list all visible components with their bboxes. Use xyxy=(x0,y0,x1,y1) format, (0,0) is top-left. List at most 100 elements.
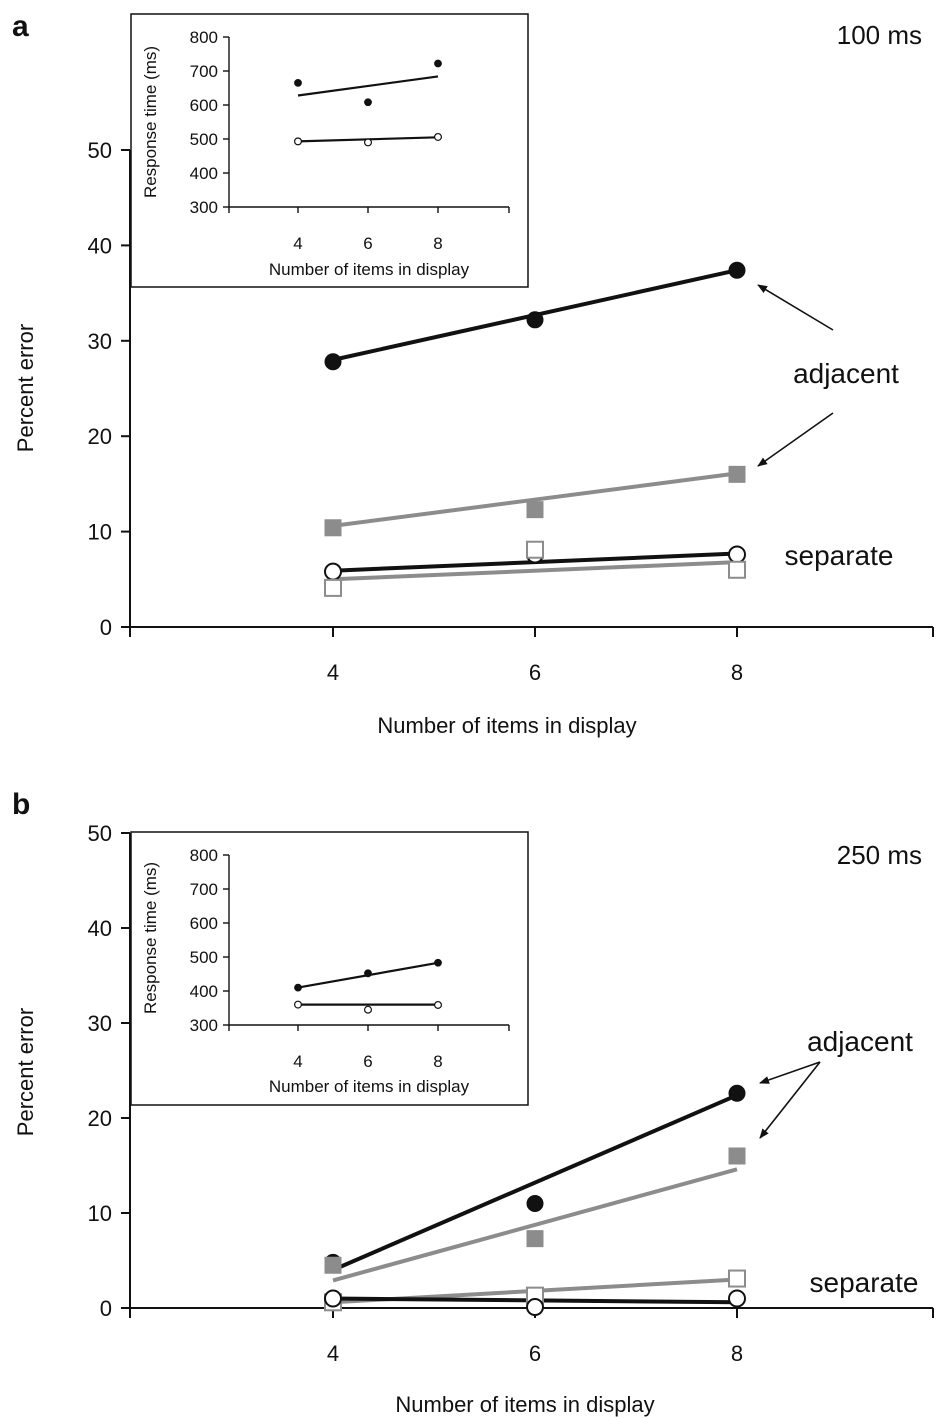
panel-a-series-0-point xyxy=(526,311,544,329)
panel-b-series-2-point xyxy=(728,1269,746,1288)
panel-a-x-tick-label: 6 xyxy=(529,660,541,685)
panel-a-series-0-point xyxy=(728,261,746,279)
panel-a-inset-y-axis-title: Response time (ms) xyxy=(141,46,160,198)
panel-a-inset-y-tick-label: 500 xyxy=(190,130,218,149)
panel-a-series-0-point xyxy=(324,353,342,371)
panel-b-y-tick-label: 30 xyxy=(88,1011,112,1036)
panel-a-series-2-point xyxy=(324,562,342,581)
panel-a-inset-series-0-point xyxy=(434,59,442,68)
panel-b-inset: 300 400 500 600 700 800 4 6 8 Number of items in… xyxy=(130,831,529,1106)
panel-b-separate-label: separate xyxy=(810,1267,919,1298)
panel-b-y-tick-label: 0 xyxy=(100,1296,112,1321)
panel-b-y-tick-label: 20 xyxy=(88,1106,112,1131)
panel-b-condition: 250 ms xyxy=(837,840,922,870)
panel-a-x-tick-label: 4 xyxy=(327,660,339,685)
panel-b-series-0-fit-line xyxy=(332,1093,738,1272)
panel-a-x-axis-title: Number of items in display xyxy=(377,713,636,738)
panel-b-inset-y-tick-label: 500 xyxy=(190,948,218,967)
panel-a-letter: a xyxy=(12,10,29,43)
panel-a-inset-series-0-point xyxy=(364,98,372,107)
panel-b-inset-series-1-point xyxy=(434,1000,443,1009)
panel-b-inset-series-0-point xyxy=(434,958,442,967)
panel-a-series-3-point xyxy=(324,578,342,597)
panel-a-series-3-point xyxy=(526,540,544,559)
panel-b-series-0-point xyxy=(728,1084,746,1102)
panel-b-inset-series-1-point xyxy=(294,1000,303,1009)
panel-a-inset-plot: 300 400 500 600 700 800 4 6 8 xyxy=(190,28,510,253)
panel-a-inset-series-1-point xyxy=(434,132,443,141)
panel-b-inset-plot: 300 400 500 600 700 800 4 6 8 xyxy=(190,846,510,1071)
panel-a-series-1-point xyxy=(728,465,746,483)
panel-a-adjacent-annotation: adjacent xyxy=(757,284,899,467)
panel-a-inset-y-tick-label: 600 xyxy=(190,96,218,115)
panel-a-y-tick-label: 10 xyxy=(88,520,112,545)
panel-a-inset-x-tick-label: 6 xyxy=(363,234,372,253)
panel-a-y-tick-label: 20 xyxy=(88,424,112,449)
panel-b-letter: b xyxy=(12,788,30,821)
panel-b-x-axis-title: Number of items in display xyxy=(395,1392,654,1417)
panel-a-inset: 300 400 500 600 700 800 4 6 8 Number of items in… xyxy=(130,13,529,288)
panel-a-series-3-point xyxy=(728,560,746,579)
panel-a-adjacent-arrow-2 xyxy=(757,412,834,467)
panel-b-x-tick-label: 4 xyxy=(327,1341,339,1366)
panel-b-series-1-point xyxy=(526,1230,544,1248)
panel-b-inset-y-tick-label: 700 xyxy=(190,880,218,899)
panel-a-inset-y-tick-label: 700 xyxy=(190,62,218,81)
panel-a-inset-frame xyxy=(130,13,529,288)
panel-b-series-1-point xyxy=(728,1147,746,1165)
panel-b-inset-frame xyxy=(130,831,529,1106)
panel-a-y-tick-label: 50 xyxy=(88,138,112,163)
panel-a-series-1-point xyxy=(324,519,342,537)
panel-b-series-1-point xyxy=(324,1256,342,1274)
panel-a-series-3-fit-line xyxy=(332,560,738,582)
panel-b-inset-series-1-point xyxy=(364,1005,373,1014)
panel-b-inset-y-tick-label: 600 xyxy=(190,914,218,933)
panel-a-inset-y-tick-label: 400 xyxy=(190,164,218,183)
panel-a-x-tick-label: 8 xyxy=(731,660,743,685)
panel-b-x-tick-label: 6 xyxy=(529,1341,541,1366)
panel-b-inset-y-tick-label: 400 xyxy=(190,982,218,1001)
panel-a-condition: 100 ms xyxy=(837,20,922,50)
panel-b-inset-x-tick-label: 8 xyxy=(433,1052,442,1071)
panel-b-y-tick-label: 10 xyxy=(88,1201,112,1226)
panel-b-inset-y-axis-title: Response time (ms) xyxy=(141,862,160,1014)
panel-a-adjacent-label: adjacent xyxy=(793,358,899,389)
panel-a-inset-x-tick-label: 8 xyxy=(433,234,442,253)
panel-a-inset-y-tick-label: 800 xyxy=(190,28,218,47)
panel-b-y-tick-label: 40 xyxy=(88,916,112,941)
panel-a-y-tick-label: 30 xyxy=(88,329,112,354)
panel-a-separate-label: separate xyxy=(785,540,894,571)
panel-b-adjacent-label: adjacent xyxy=(807,1026,913,1057)
panel-b-y-tick-label: 50 xyxy=(88,821,112,846)
panel-a-inset-y-tick-label: 300 xyxy=(190,198,218,217)
panel-a-inset-x-axis-title: Number of items in display xyxy=(269,260,470,279)
panel-b-inset-y-tick-label: 800 xyxy=(190,846,218,865)
panel-b-adjacent-annotation: adjacent xyxy=(759,1026,913,1139)
panel-a-main-plot: 0 10 20 30 40 50 4 6 8 xyxy=(88,138,934,685)
panel-b-inset-series-0-point xyxy=(294,983,302,992)
panel-a-y-tick-label: 0 xyxy=(100,615,112,640)
panel-b-inset-x-tick-label: 6 xyxy=(363,1052,372,1071)
panel-b-adjacent-arrow-1 xyxy=(759,1061,821,1084)
panel-a-inset-series-1-point xyxy=(364,138,373,147)
panel-b-inset-x-axis-title: Number of items in display xyxy=(269,1077,470,1096)
panel-b-series-0-point xyxy=(526,1195,544,1212)
panel-a-series-1-fit-line xyxy=(332,471,738,528)
panel-a-series-2-point xyxy=(728,545,746,564)
panel-b-inset-x-tick-label: 4 xyxy=(293,1052,302,1071)
panel-b-y-axis-title: Percent error xyxy=(13,1008,38,1136)
panel-b-main-plot: 0 10 20 30 40 50 4 6 8 xyxy=(88,821,934,1366)
panel-a-inset-series-0-fit-line xyxy=(297,75,439,97)
panel-b-series-3-point xyxy=(526,1298,544,1317)
panel-b-adjacent-arrow-2 xyxy=(759,1061,821,1139)
panel-a-y-axis-title: Percent error xyxy=(13,324,38,452)
panel-b-inset-series-0-point xyxy=(364,969,372,978)
panel-a-inset-x-tick-label: 4 xyxy=(293,234,302,253)
panel-b: b 250 ms 0 10 20 30 40 50 4 6 8 Number of items … xyxy=(12,788,934,1417)
panel-a: a 100 ms 0 10 20 30 40 50 4 6 8 Number of items … xyxy=(12,10,934,738)
panel-a-series-1-point xyxy=(526,501,544,519)
panel-a-inset-series-1-point xyxy=(294,137,303,146)
panel-b-series-1-fit-line xyxy=(332,1167,738,1283)
panel-b-series-3-point xyxy=(728,1289,746,1308)
